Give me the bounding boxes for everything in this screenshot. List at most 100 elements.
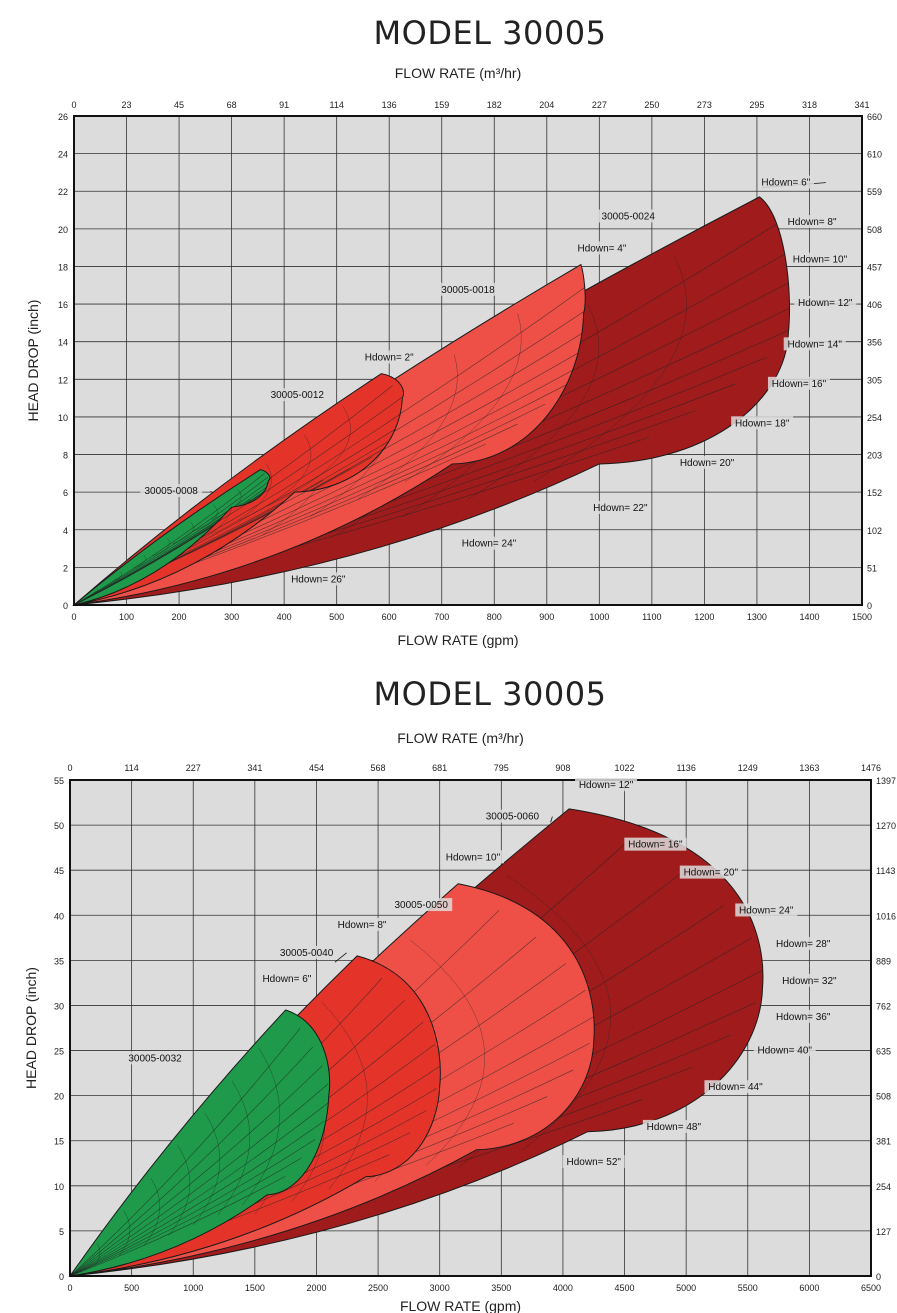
chart1-right-tick-label: 660: [867, 112, 882, 122]
chart2-series-30005-0032: [68, 1009, 331, 1277]
chart2-top-tick-label: 114: [124, 763, 138, 773]
chart2-annotation-bg: [575, 778, 638, 792]
chart1-y-axis-label: HEAD DROP (inch): [25, 300, 41, 422]
chart1-annotation-bg: [757, 175, 815, 189]
chart2-annotation-bg: [753, 1043, 816, 1057]
chart2-region-30005-0032: [68, 1009, 331, 1277]
chart1-top-axis-label: FLOW RATE (m³/hr): [395, 65, 522, 81]
chart1-annotation-bg: [589, 500, 652, 514]
chart1-y-tick-label: 10: [58, 413, 68, 423]
chart2-right-tick-label: 635: [876, 1047, 891, 1057]
chart2-right-tick-label: 1270: [876, 821, 896, 831]
chart1-annotation-label: 30005-0008: [144, 486, 198, 497]
chart1-annotation-label: Hdown= 2": [365, 353, 414, 364]
chart1-annotation-label: Hdown= 26": [291, 574, 346, 585]
chart1-x-axis-label: FLOW RATE (gpm): [397, 632, 518, 648]
chart2-annotation-bg: [735, 903, 798, 917]
chart2-annotation-label: Hdown= 8": [338, 920, 387, 931]
chart1-x-tick-label: 500: [329, 612, 344, 622]
chart1-annotation-label: Hdown= 10": [793, 255, 848, 266]
chart1-y-tick-label: 16: [58, 300, 68, 310]
chart1-annotation-bg: [788, 252, 851, 266]
chart2-annotation-bg: [333, 917, 391, 931]
chart2-top-tick-label: 1249: [738, 763, 758, 773]
chart2-top-tick-label: 1476: [861, 763, 881, 773]
chart1-y-tick-label: 14: [58, 338, 68, 348]
chart1-annotation-label: Hdown= 20": [680, 458, 735, 469]
chart2-annotation-leader: [334, 952, 347, 963]
chart1-top-tick-label: 204: [539, 100, 554, 110]
chart1-series-30005-0008: [73, 469, 271, 606]
chart1-x-tick-label: 600: [382, 612, 397, 622]
chart1-annotation-label: Hdown= 4": [578, 243, 627, 254]
chart2-y-tick-label: 15: [54, 1137, 64, 1147]
chart2-right-tick-label: 762: [876, 1001, 891, 1011]
chart2-top-tick-label: 1363: [799, 763, 819, 773]
chart1-title: MODEL 30005: [373, 14, 607, 52]
chart2-right-tick-label: 254: [876, 1182, 891, 1192]
chart1-right-tick-label: 356: [867, 338, 882, 348]
chart2-right-tick-label: 889: [876, 956, 891, 966]
chart1-x-tick-label: 0: [71, 612, 76, 622]
chart2-x-tick-label: 5000: [676, 1283, 696, 1293]
chart2-y-tick-label: 30: [54, 1001, 64, 1011]
chart2-annotation-bg: [441, 850, 504, 864]
chart2-x-tick-label: 6000: [799, 1283, 819, 1293]
chart1-y-tick-label: 2: [63, 563, 68, 573]
chart2-annotation-label: Hdown= 6": [262, 974, 311, 985]
chart2-annotation-bg: [481, 809, 544, 823]
chart1-annotation-label: 30005-0018: [441, 285, 495, 296]
chart1-annotation-label: Hdown= 6": [761, 178, 810, 189]
chart2-annotation-label: Hdown= 44": [708, 1082, 763, 1093]
chart2-x-tick-label: 1500: [245, 1283, 265, 1293]
chart2-annotation-bg: [679, 865, 742, 879]
chart1-annotation-bg: [676, 455, 739, 469]
chart1-annotation-label: Hdown= 12": [798, 298, 853, 309]
chart1-right-tick-label: 254: [867, 413, 882, 423]
chart1-right-tick-label: 457: [867, 262, 882, 272]
chart1-top-tick-label: 0: [71, 100, 76, 110]
chart2-plot-frame: [69, 779, 872, 1277]
chart2-annotation-leader: [550, 816, 553, 823]
chart2-y-tick-label: 0: [59, 1272, 64, 1282]
chart1-annotation-label: 30005-0024: [602, 211, 656, 222]
chart1-right-tick-label: 610: [867, 150, 882, 160]
chart1-annotation-label: Hdown= 14": [788, 339, 843, 350]
chart1-top-tick-label: 23: [122, 100, 132, 110]
chart1-x-tick-label: 1400: [799, 612, 819, 622]
chart1-right-tick-label: 305: [867, 375, 882, 385]
chart1-x-tick-label: 700: [434, 612, 449, 622]
chart1-y-tick-label: 12: [58, 375, 68, 385]
chart2-y-axis-label: HEAD DROP (inch): [23, 967, 39, 1089]
chart2-right-tick-label: 0: [876, 1272, 881, 1282]
chart1-annotation-bg: [458, 536, 521, 550]
chart1-annotation-label: Hdown= 8": [788, 217, 837, 228]
chart2-contours-30005-0032: [70, 1028, 329, 1276]
chart2-right-tick-label: 1143: [876, 866, 895, 876]
chart2-x-axis-label: FLOW RATE (gpm): [400, 1298, 521, 1313]
chart2-annotation-label: 30005-0060: [486, 812, 540, 823]
chart1-top-tick-label: 250: [644, 100, 659, 110]
chart1-annotation-bg: [361, 350, 418, 364]
chart2-annotation-label: Hdown= 20": [684, 868, 739, 879]
chart1-top-tick-label: 318: [802, 100, 817, 110]
chart2-top-tick-label: 795: [494, 763, 509, 773]
chart1-annotation-bg: [597, 209, 660, 223]
chart2-x-tick-label: 4000: [553, 1283, 573, 1293]
chart1-annotation-bg: [287, 572, 350, 586]
chart2-annotation-label: 30005-0040: [280, 948, 334, 959]
chart1-annotation-bg: [437, 282, 499, 296]
chart1-plot-frame: [73, 115, 863, 606]
chart1-x-tick-label: 800: [487, 612, 502, 622]
chart2-x-tick-label: 3500: [491, 1283, 511, 1293]
chart2-y-tick-label: 40: [54, 911, 64, 921]
chart1-top-tick-label: 45: [174, 100, 184, 110]
chart2-y-tick-label: 55: [54, 776, 64, 786]
chart2-x-tick-label: 2500: [368, 1283, 388, 1293]
chart1-annotation-leader: [210, 490, 212, 493]
chart2-annotation-label: Hdown= 40": [758, 1045, 813, 1056]
chart2-x-tick-label: 5500: [738, 1283, 758, 1293]
chart1-right-tick-label: 51: [867, 563, 877, 573]
chart2-x-tick-label: 1000: [183, 1283, 203, 1293]
chart2-top-axis-label: FLOW RATE (m³/hr): [397, 730, 524, 746]
